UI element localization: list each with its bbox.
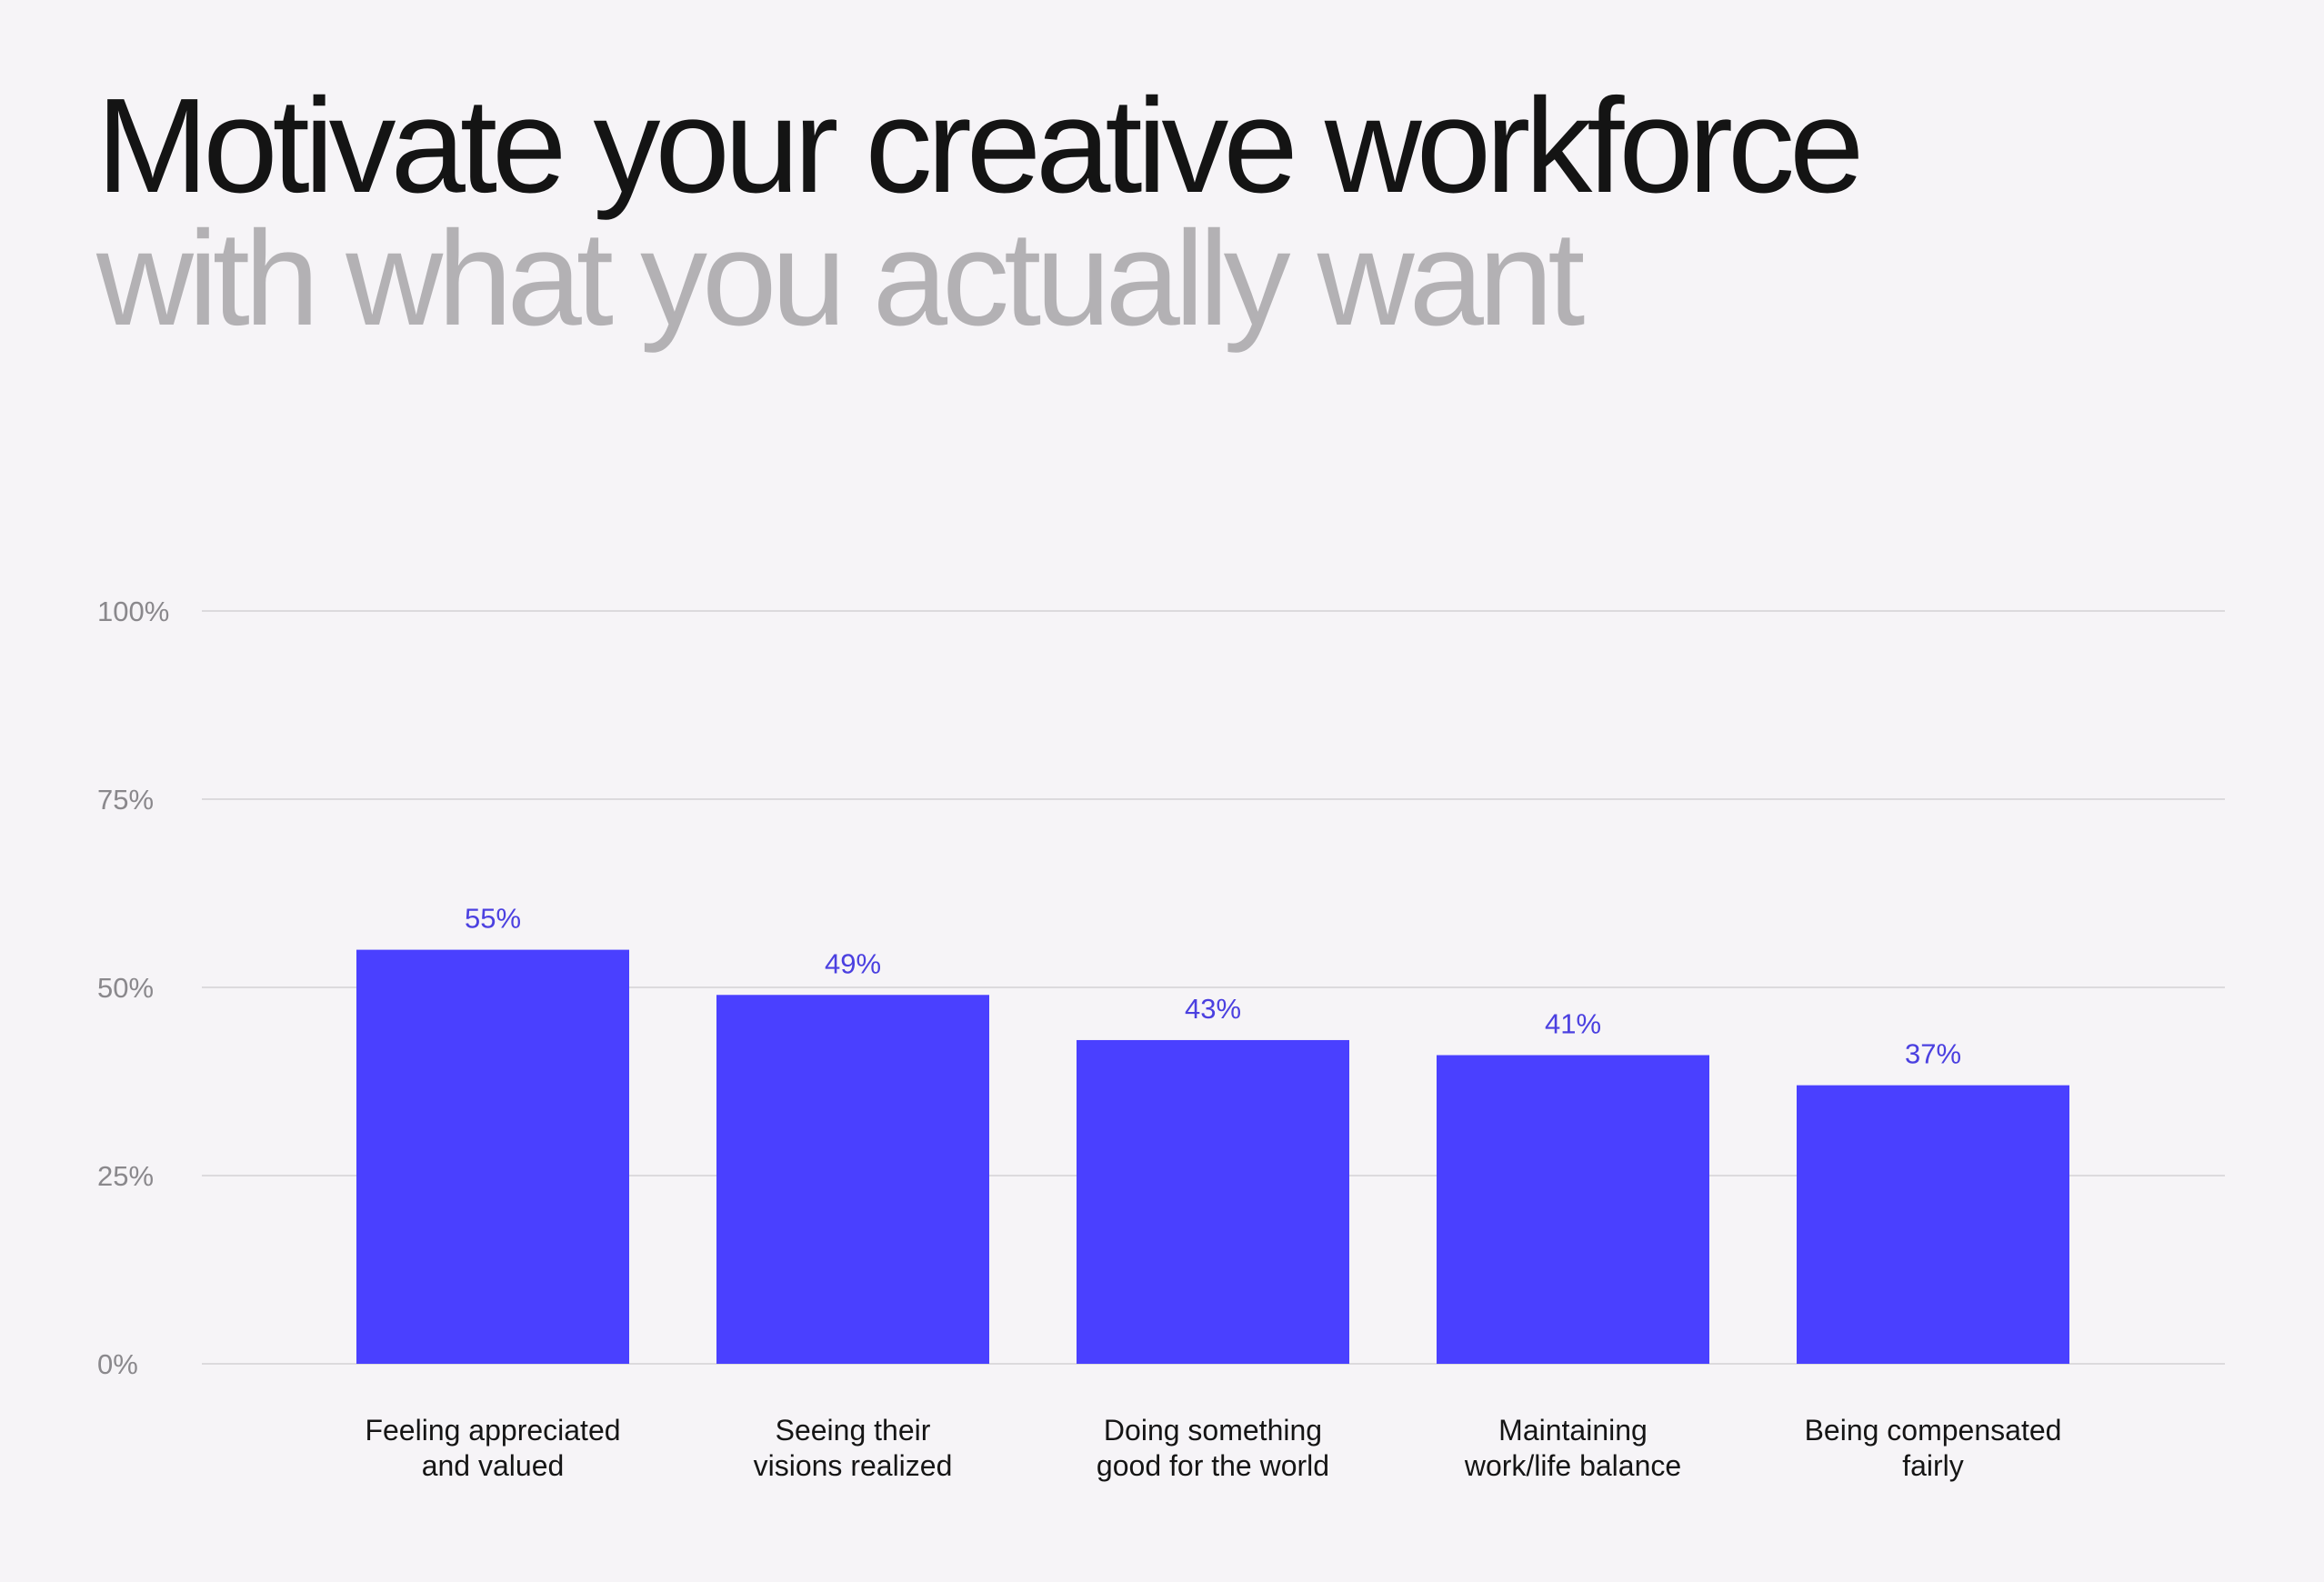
data-label: 55% [465, 903, 521, 935]
x-tick-label: and valued [422, 1449, 565, 1482]
y-tick-label: 0% [97, 1348, 138, 1380]
x-tick-label: good for the world [1097, 1449, 1329, 1482]
y-axis-ticks: 0% 25% 50% 75% 100% [97, 596, 169, 1380]
y-tick-label: 100% [97, 596, 169, 627]
data-label: 49% [825, 947, 881, 979]
x-tick-label: visions realized [754, 1449, 953, 1482]
bar [1077, 1039, 1349, 1364]
x-tick-label: fairly [1902, 1449, 1964, 1482]
x-tick-label: Feeling appreciated [365, 1414, 620, 1447]
data-label: 37% [1905, 1038, 1961, 1070]
title-line-secondary: with what you actually want [96, 204, 1585, 354]
bar [356, 949, 629, 1364]
title-line-primary: Motivate your creative workforce [96, 71, 1864, 221]
data-label: 43% [1185, 993, 1241, 1025]
bar [1437, 1055, 1709, 1364]
bar [1797, 1085, 2069, 1364]
y-tick-label: 75% [97, 784, 154, 816]
y-tick-label: 25% [97, 1160, 154, 1192]
x-tick-label: Maintaining [1498, 1414, 1648, 1447]
x-tick-label: Being compensated [1805, 1414, 2062, 1447]
data-label: 41% [1545, 1008, 1601, 1040]
x-tick-label: work/life balance [1464, 1449, 1681, 1482]
bars [356, 949, 2069, 1364]
value-labels: 55% 49% 43% 41% 37% [465, 903, 1961, 1070]
bar [716, 995, 989, 1364]
x-tick-label: Seeing their [776, 1414, 931, 1447]
x-tick-label: Doing something [1104, 1414, 1322, 1447]
page-title: Motivate your creative workforce with wh… [96, 71, 1864, 354]
y-tick-label: 50% [97, 972, 154, 1004]
